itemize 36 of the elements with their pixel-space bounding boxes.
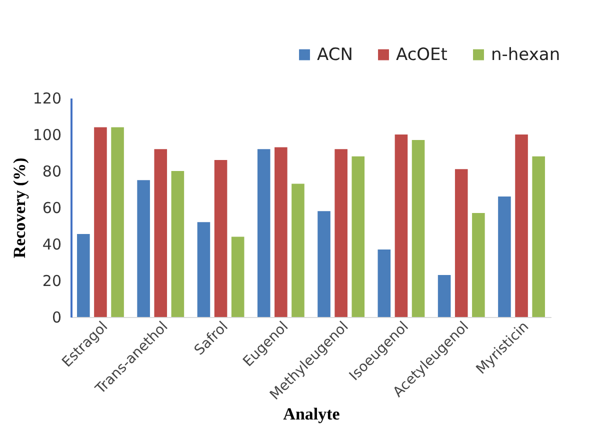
y-tick-label: 40 xyxy=(42,236,62,254)
bar xyxy=(472,212,485,317)
bar xyxy=(197,222,210,317)
x-axis-title: Analyte xyxy=(283,404,340,424)
y-tick-label: 80 xyxy=(42,162,62,180)
bar xyxy=(171,171,184,317)
bar xyxy=(412,140,425,317)
bar xyxy=(214,160,228,317)
bar xyxy=(394,134,408,317)
bar xyxy=(318,211,330,317)
bar xyxy=(438,275,451,317)
bar xyxy=(378,249,391,317)
bar xyxy=(532,156,545,317)
bar xyxy=(77,234,90,317)
bar xyxy=(94,127,107,317)
bar xyxy=(274,147,288,317)
bar xyxy=(334,149,348,317)
bar xyxy=(292,184,304,317)
y-tick-label: 20 xyxy=(42,272,62,290)
y-tick-label: 0 xyxy=(52,308,62,326)
legend-label: AcOEt xyxy=(396,44,448,65)
y-axis-title: Recovery (%) xyxy=(10,158,29,258)
bar xyxy=(154,149,168,317)
bar xyxy=(352,156,365,317)
bar xyxy=(137,180,150,317)
legend-label: n-hexan xyxy=(491,44,560,65)
bar xyxy=(498,196,511,317)
bar xyxy=(257,149,270,317)
bar xyxy=(111,127,124,317)
bar xyxy=(515,134,528,317)
legend-label: ACN xyxy=(317,44,353,65)
y-tick-label: 120 xyxy=(32,90,62,108)
y-tick-label: 60 xyxy=(42,199,62,217)
bar xyxy=(231,236,244,317)
y-tick-label: 100 xyxy=(32,126,62,144)
bar xyxy=(454,169,468,317)
